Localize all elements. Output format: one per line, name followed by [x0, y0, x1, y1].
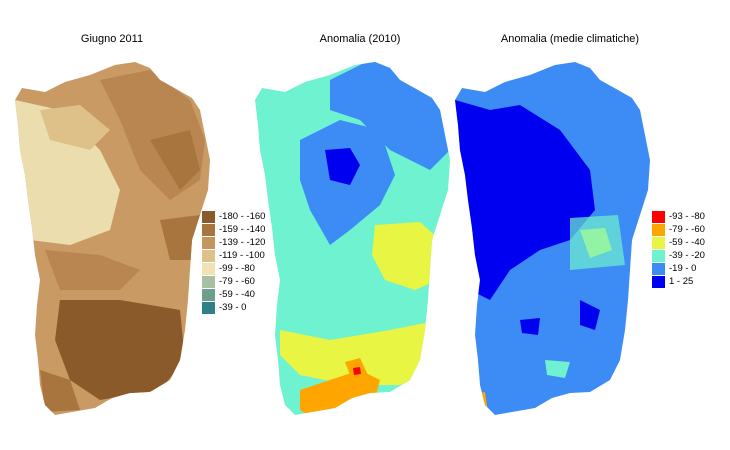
legend-label: -79 - -60	[219, 276, 255, 287]
panel-title-anomalia-medie: Anomalia (medie climatiche)	[500, 33, 640, 45]
legend-swatch	[652, 250, 665, 262]
legend-swatch	[202, 211, 215, 223]
legend-anomalia-medie: -93 - -80 -79 - -60 -59 - -40 -39 - -20 …	[652, 210, 730, 295]
legend-swatch	[202, 276, 215, 288]
legend-label: -139 - -120	[219, 237, 266, 248]
legend-label: -180 - -160	[219, 211, 266, 222]
legend-swatch	[202, 250, 215, 262]
legend-swatch	[652, 224, 665, 236]
legend-label: -79 - -60	[669, 224, 705, 235]
panel-title-anomalia-2010: Anomalia (2010)	[319, 33, 401, 45]
legend-swatch	[652, 263, 665, 275]
legend-label: -39 - 0	[219, 302, 247, 313]
legend-swatch	[202, 289, 215, 301]
legend-swatch	[652, 211, 665, 223]
legend-swatch	[202, 224, 215, 236]
legend-label: -99 - -80	[219, 263, 255, 274]
legend-label: -93 - -80	[669, 211, 705, 222]
map-anomalia-medie	[455, 62, 650, 415]
legend-swatch	[652, 237, 665, 249]
legend-label: 1 - 25	[669, 276, 694, 287]
panel-title-giugno: Giugno 2011	[80, 33, 144, 45]
legend-swatch	[652, 276, 665, 288]
map-giugno-2011	[15, 62, 210, 415]
legend-swatch	[202, 263, 215, 275]
legend-giugno: -180 - -160 -159 - -140 -139 - -120 -119…	[202, 210, 292, 320]
legend-label: -159 - -140	[219, 224, 266, 235]
legend-label: -19 - 0	[669, 263, 697, 274]
legend-swatch	[202, 237, 215, 249]
legend-swatch	[202, 302, 215, 314]
legend-label: -119 - -100	[219, 250, 265, 261]
legend-label: -59 - -40	[669, 237, 705, 248]
map-anomalia-2010	[255, 62, 450, 415]
legend-label: -39 - -20	[669, 250, 705, 261]
legend-label: -59 - -40	[219, 289, 255, 300]
